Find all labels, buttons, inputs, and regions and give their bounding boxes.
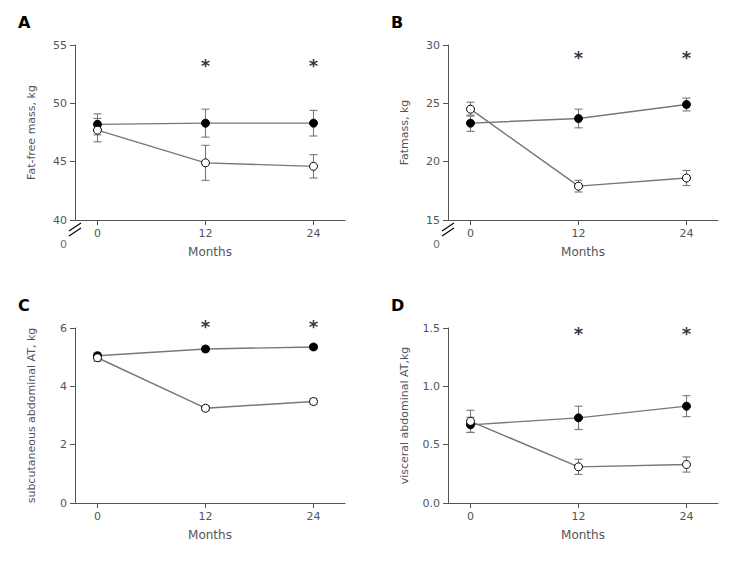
svg-text:B: B xyxy=(391,13,403,32)
svg-text:Fatmass, kg: Fatmass, kg xyxy=(398,100,411,166)
svg-text:4: 4 xyxy=(60,380,67,393)
svg-text:15: 15 xyxy=(426,214,440,227)
svg-text:6: 6 xyxy=(60,322,67,335)
svg-text:*: * xyxy=(309,55,319,76)
svg-text:40: 40 xyxy=(53,214,67,227)
svg-text:visceral abdominal AT,kg: visceral abdominal AT,kg xyxy=(398,347,411,485)
svg-text:Fat-free mass, kg: Fat-free mass, kg xyxy=(25,85,38,180)
svg-text:0.5: 0.5 xyxy=(423,438,441,451)
svg-text:0: 0 xyxy=(60,238,67,251)
svg-text:20: 20 xyxy=(426,155,440,168)
svg-text:*: * xyxy=(574,323,584,344)
svg-text:1.0: 1.0 xyxy=(423,380,441,393)
svg-text:*: * xyxy=(201,316,211,337)
svg-text:12: 12 xyxy=(572,510,586,523)
svg-text:24: 24 xyxy=(307,510,321,523)
svg-text:0: 0 xyxy=(94,510,101,523)
svg-text:Months: Months xyxy=(188,528,232,542)
svg-text:*: * xyxy=(201,55,211,76)
svg-text:Months: Months xyxy=(561,245,605,259)
svg-text:0: 0 xyxy=(467,227,474,240)
svg-text:C: C xyxy=(18,296,30,315)
svg-text:55: 55 xyxy=(53,39,67,52)
svg-text:*: * xyxy=(309,316,319,337)
svg-text:12: 12 xyxy=(199,227,213,240)
svg-text:subcutaneous abdominal AT, kg: subcutaneous abdominal AT, kg xyxy=(25,328,38,504)
svg-text:24: 24 xyxy=(307,227,321,240)
svg-text:12: 12 xyxy=(199,510,213,523)
svg-text:0.0: 0.0 xyxy=(423,497,441,510)
svg-text:0: 0 xyxy=(60,497,67,510)
svg-text:25: 25 xyxy=(426,97,440,110)
svg-text:24: 24 xyxy=(680,227,694,240)
svg-text:A: A xyxy=(18,13,31,32)
svg-text:12: 12 xyxy=(572,227,586,240)
svg-text:D: D xyxy=(391,296,404,315)
svg-text:*: * xyxy=(682,47,692,68)
svg-text:*: * xyxy=(682,323,692,344)
svg-text:0: 0 xyxy=(433,238,440,251)
svg-text:50: 50 xyxy=(53,97,67,110)
svg-text:30: 30 xyxy=(426,39,440,52)
svg-text:24: 24 xyxy=(680,510,694,523)
svg-text:45: 45 xyxy=(53,155,67,168)
svg-text:0: 0 xyxy=(467,510,474,523)
svg-text:*: * xyxy=(574,47,584,68)
svg-text:0: 0 xyxy=(94,227,101,240)
svg-text:1.5: 1.5 xyxy=(423,322,441,335)
svg-text:Months: Months xyxy=(188,245,232,259)
svg-text:2: 2 xyxy=(60,438,67,451)
svg-text:Months: Months xyxy=(561,528,605,542)
